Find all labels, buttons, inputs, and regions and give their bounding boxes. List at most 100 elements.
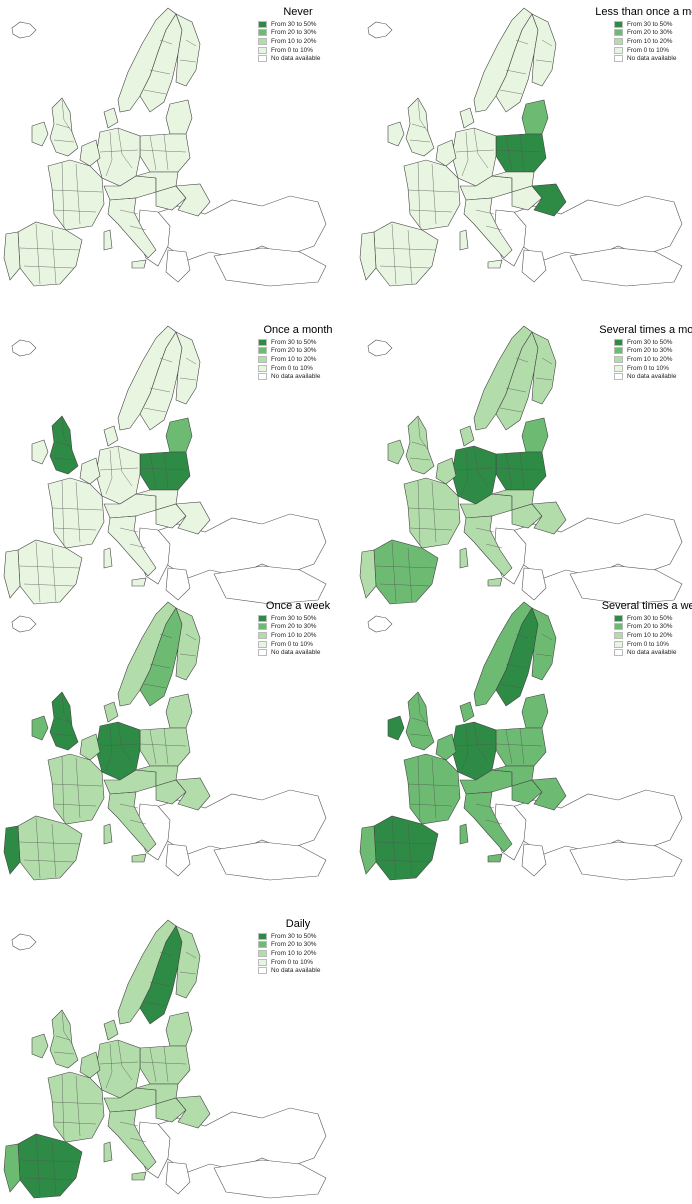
legend-item: From 10 to 20%: [258, 949, 386, 958]
region-boundaries: [375, 39, 553, 285]
hungary-region: [155, 779, 187, 805]
legend-label: No data available: [271, 55, 321, 63]
great-britain-region: [405, 691, 435, 751]
legend-label: From 10 to 20%: [271, 37, 317, 45]
france-region: [47, 1071, 105, 1143]
legend-item: From 20 to 30%: [258, 941, 386, 950]
legend-items: From 30 to 50% From 20 to 30% From 10 to 2…: [614, 338, 692, 381]
legend-label: From 0 to 10%: [271, 364, 313, 372]
turkey-shape: [569, 565, 683, 605]
legend-swatch: [258, 614, 267, 622]
legend-item: From 30 to 50%: [258, 932, 386, 941]
poland-region: [139, 451, 191, 491]
legend-swatch: [614, 631, 623, 639]
romania-region: [531, 183, 567, 217]
sicily-region: [131, 1171, 147, 1181]
legend-item: From 10 to 20%: [614, 631, 692, 640]
legend-label: From 20 to 30%: [271, 347, 317, 355]
legend-item: No data available: [258, 372, 386, 381]
baltics-region: [165, 99, 193, 135]
legend-swatch: [258, 355, 267, 363]
legend-swatch: [258, 949, 267, 957]
legend-item: From 0 to 10%: [258, 640, 386, 649]
legend-label: From 10 to 20%: [271, 355, 317, 363]
hungary-region: [155, 185, 187, 211]
map-title: Several times a week: [601, 600, 692, 612]
region-boundaries: [19, 951, 197, 1197]
legend-item: No data available: [258, 648, 386, 657]
greece-shape: [165, 249, 191, 283]
france-region: [47, 477, 105, 549]
benelux-region: [435, 139, 457, 167]
sicily-region: [487, 577, 503, 587]
legend-swatch: [614, 55, 623, 63]
poland-region: [495, 451, 547, 491]
legend-item: From 20 to 30%: [614, 623, 692, 632]
ireland-region: [31, 1033, 49, 1059]
france-region: [47, 159, 105, 231]
legend-swatch: [258, 373, 267, 381]
map-legend: Once a week From 30 to 50% From 20 to 30%…: [258, 600, 386, 657]
legend-item: No data available: [614, 372, 692, 381]
portugal-region: [3, 1143, 21, 1193]
legend-item: From 30 to 50%: [614, 614, 692, 623]
baltics-region: [165, 1011, 193, 1047]
corsica-sardinia-region: [103, 229, 113, 251]
benelux-region: [79, 1051, 101, 1079]
region-boundaries: [19, 633, 197, 879]
poland-region: [139, 133, 191, 173]
corsica-sardinia-region: [103, 547, 113, 569]
sicily-region: [487, 259, 503, 269]
legend-swatch: [258, 631, 267, 639]
legend-items: From 30 to 50% From 20 to 30% From 10 to 2…: [614, 20, 692, 63]
ireland-region: [387, 121, 405, 147]
legend-item: From 20 to 30%: [258, 623, 386, 632]
legend-swatch: [258, 967, 267, 975]
legend-label: From 10 to 20%: [271, 631, 317, 639]
sicily-region: [131, 577, 147, 587]
legend-swatch: [258, 932, 267, 940]
spain-region: [17, 815, 83, 881]
europe-regions-map: [359, 325, 683, 605]
legend-label: From 30 to 50%: [271, 614, 317, 622]
benelux-region: [435, 457, 457, 485]
sicily-region: [487, 853, 503, 863]
romania-region: [531, 501, 567, 535]
legend-label: From 30 to 50%: [627, 338, 673, 346]
legend-item: From 0 to 10%: [614, 46, 692, 55]
baltics-region: [521, 99, 549, 135]
spain-region: [373, 221, 439, 287]
legend-swatch: [614, 29, 623, 37]
greece-shape: [165, 1161, 191, 1195]
legend-item: From 10 to 20%: [258, 355, 386, 364]
legend-item: No data available: [258, 966, 386, 975]
region-boundaries: [375, 357, 553, 603]
baltics-region: [521, 693, 549, 729]
legend-swatch: [258, 46, 267, 54]
region-boundaries: [375, 633, 553, 879]
europe-regions-map: [3, 601, 327, 881]
legend-item: From 20 to 30%: [614, 29, 692, 38]
denmark-region: [103, 701, 119, 723]
finland-region: [531, 607, 557, 681]
legend-swatch: [258, 20, 267, 28]
legend-swatch: [614, 46, 623, 54]
region-boundaries: [19, 39, 197, 285]
benelux-region: [79, 733, 101, 761]
romania-region: [175, 183, 211, 217]
spain-region: [373, 539, 439, 605]
legend-label: From 30 to 50%: [271, 338, 317, 346]
legend-swatch: [614, 640, 623, 648]
benelux-region: [435, 733, 457, 761]
poland-region: [139, 727, 191, 767]
legend-label: From 0 to 10%: [627, 46, 669, 54]
region-boundaries: [19, 357, 197, 603]
legend-label: From 20 to 30%: [627, 347, 673, 355]
europe-regions-map: [359, 601, 683, 881]
legend-item: From 10 to 20%: [258, 37, 386, 46]
sicily-region: [131, 853, 147, 863]
greece-shape: [521, 567, 547, 601]
legend-swatch: [258, 37, 267, 45]
iceland-shape: [367, 615, 393, 633]
turkey-shape: [213, 1159, 327, 1199]
